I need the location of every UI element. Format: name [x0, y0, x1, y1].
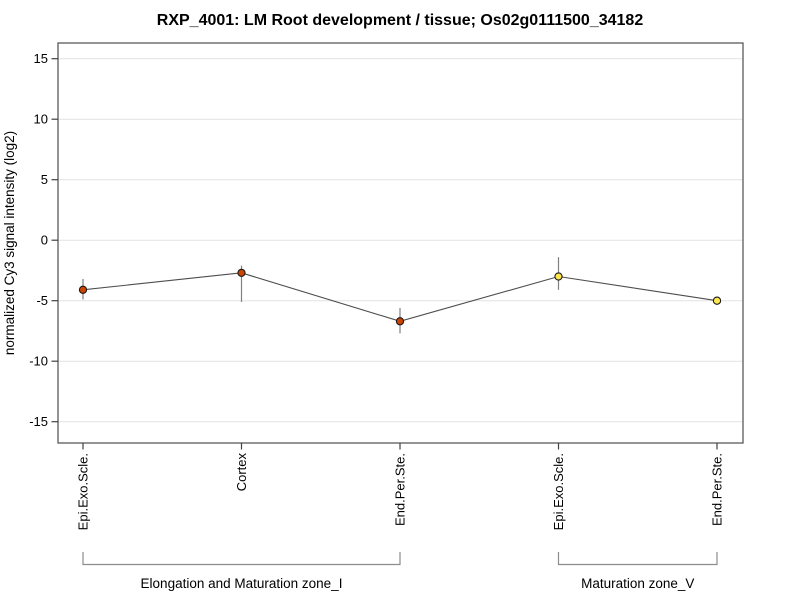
- y-axis-label: normalized Cy3 signal intensity (log2): [2, 131, 17, 355]
- y-tick-label: 0: [41, 233, 48, 248]
- plot-area: 15 10 5 0 -5 -10 -15 Epi.Exo.Scle. Cortex End.Per…: [29, 42, 744, 591]
- group-bracket: [82, 552, 401, 566]
- x-category-label: Epi.Exo.Scle.: [76, 453, 91, 530]
- x-category-label: End.Per.Ste.: [393, 453, 408, 526]
- y-tick-label: 15: [34, 51, 48, 66]
- data-point: [78, 285, 88, 294]
- chart-title: RXP_4001: LM Root development / tissue; …: [157, 12, 644, 29]
- plot-border: [57, 42, 744, 444]
- y-tick-label: -5: [36, 293, 48, 308]
- data-point: [712, 296, 722, 305]
- data-point: [554, 272, 563, 281]
- y-tick-label: 10: [34, 112, 48, 127]
- group-bracket: [557, 552, 718, 566]
- x-category-label: Epi.Exo.Scle.: [551, 453, 566, 530]
- y-tick-label: -10: [29, 354, 48, 369]
- y-tick-label: 5: [41, 172, 48, 187]
- data-point: [237, 268, 246, 278]
- data-point: [395, 317, 405, 326]
- y-tick-label: -15: [29, 414, 48, 429]
- x-category-label: Cortex: [234, 453, 249, 492]
- group-label: Elongation and Maturation zone_I: [141, 576, 343, 591]
- x-category-label: End.Per.Ste.: [710, 453, 725, 526]
- group-label: Maturation zone_V: [581, 576, 694, 591]
